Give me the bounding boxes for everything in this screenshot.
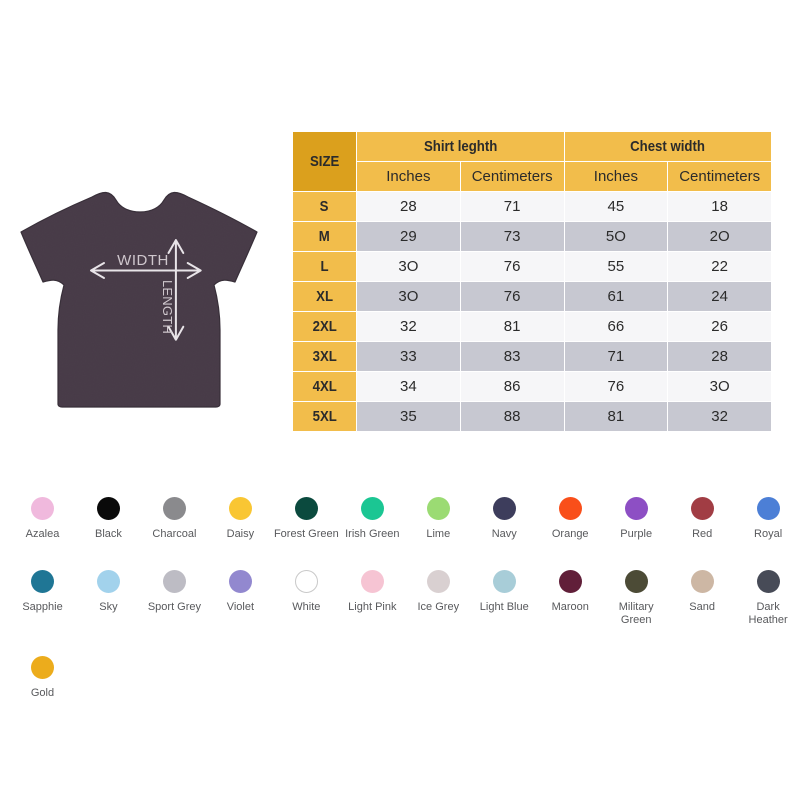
svg-text:LENGTH: LENGTH	[160, 280, 175, 334]
svg-text:WIDTH: WIDTH	[117, 252, 169, 269]
